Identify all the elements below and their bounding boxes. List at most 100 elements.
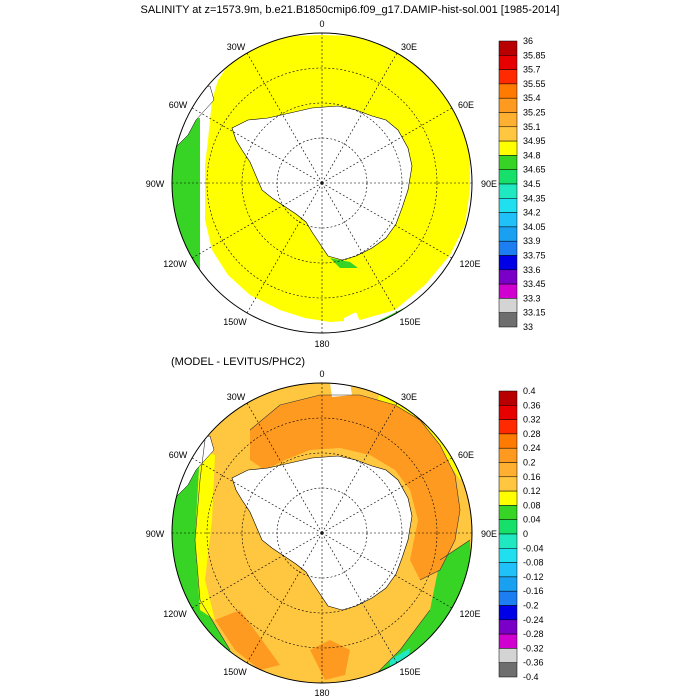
colorbar-label: -0.36 xyxy=(523,658,544,668)
figure-title: SALINITY at z=1573.9m, b.e21.B1850cmip6.… xyxy=(140,4,560,16)
colorbar-label: 0.28 xyxy=(523,429,541,439)
colorbar-label: 0.2 xyxy=(523,458,536,468)
colorbar-swatch xyxy=(498,490,518,506)
colorbar-label: 0.12 xyxy=(523,486,541,496)
colorbar-label: -0.04 xyxy=(523,543,544,553)
colorbar-label: 0.36 xyxy=(523,400,541,410)
bottom-lon-150e: 150E xyxy=(399,667,420,677)
colorbar-label: -0.32 xyxy=(523,643,544,653)
top-salinity-map xyxy=(171,32,473,334)
bottom-high-anomaly-region xyxy=(250,395,460,580)
colorbar-swatch xyxy=(498,112,518,128)
bottom-lon-60w: 60W xyxy=(169,450,188,460)
colorbar-label: 33 xyxy=(523,322,533,332)
bottom-lon-60e: 60E xyxy=(458,450,474,460)
top-colorbar: 36 35.85 35.7 35.55 35.4 35.25 35.1 34.95 34.8 34… xyxy=(498,36,546,332)
colorbar-label: 35.55 xyxy=(523,79,546,89)
bottom-lon-120w: 120W xyxy=(163,609,187,619)
colorbar-swatch xyxy=(498,648,518,663)
colorbar-swatch xyxy=(498,40,518,56)
colorbar-swatch xyxy=(498,97,518,113)
colorbar-swatch xyxy=(498,126,518,142)
colorbar-swatch xyxy=(498,533,518,549)
colorbar-swatch xyxy=(498,140,518,156)
bottom-lon-90w: 90W xyxy=(146,529,165,539)
colorbar-label: 33.45 xyxy=(523,279,546,289)
colorbar-label: 33.6 xyxy=(523,265,541,275)
colorbar-swatch xyxy=(498,633,518,649)
colorbar-label: 0.4 xyxy=(523,386,536,396)
top-lon-120w: 120W xyxy=(163,259,187,269)
colorbar-label: 34.95 xyxy=(523,136,546,146)
colorbar-swatch xyxy=(498,419,518,435)
colorbar-label: 34.2 xyxy=(523,208,541,218)
colorbar-swatch xyxy=(498,662,518,678)
colorbar-swatch xyxy=(498,433,518,449)
colorbar-label: 0.32 xyxy=(523,415,541,425)
colorbar-label: 33.9 xyxy=(523,236,541,246)
top-lon-60w: 60W xyxy=(169,100,188,110)
bottom-lon-120e: 120E xyxy=(459,609,480,619)
top-lon-30w: 30W xyxy=(227,42,246,52)
colorbar-label: 0.04 xyxy=(523,515,541,525)
colorbar-swatch xyxy=(498,576,518,592)
colorbar-label: -0.4 xyxy=(523,672,539,682)
colorbar-label: 35.7 xyxy=(523,65,541,75)
colorbar-label: 34.65 xyxy=(523,165,546,175)
colorbar-swatch xyxy=(498,283,518,299)
colorbar-swatch xyxy=(498,462,518,478)
colorbar-label: 34.05 xyxy=(523,222,546,232)
colorbar-swatch xyxy=(498,405,518,420)
colorbar-swatch xyxy=(498,548,518,563)
colorbar-swatch xyxy=(498,255,518,271)
bottom-lon-30e: 30E xyxy=(401,392,417,402)
colorbar-label: 0.16 xyxy=(523,472,541,482)
bottom-lon-180: 180 xyxy=(314,688,329,698)
colorbar-swatch xyxy=(498,562,518,578)
colorbar-label: 35.1 xyxy=(523,122,541,132)
colorbar-swatch xyxy=(498,605,518,621)
top-lon-150w: 150W xyxy=(223,317,247,327)
colorbar-swatch xyxy=(498,619,518,635)
bottom-lon-0: 0 xyxy=(319,369,324,379)
colorbar-swatch xyxy=(498,240,518,256)
top-lon-0: 0 xyxy=(319,19,324,29)
top-lon-90e: 90E xyxy=(481,179,497,189)
colorbar-swatch xyxy=(498,183,518,199)
colorbar-swatch xyxy=(498,447,518,463)
colorbar-swatch xyxy=(498,390,518,406)
colorbar-swatch xyxy=(498,476,518,492)
colorbar-swatch xyxy=(498,590,518,606)
colorbar-swatch xyxy=(498,55,518,70)
colorbar-label: -0.08 xyxy=(523,558,544,568)
colorbar-label: 33.3 xyxy=(523,293,541,303)
colorbar-swatch xyxy=(498,298,518,313)
top-lon-180: 180 xyxy=(314,339,329,349)
colorbar-swatch xyxy=(498,83,518,99)
colorbar-label: 0.08 xyxy=(523,500,541,510)
bottom-lon-150w: 150W xyxy=(223,667,247,677)
top-lon-150e: 150E xyxy=(399,317,420,327)
colorbar-swatch xyxy=(498,312,518,328)
top-lon-90w: 90W xyxy=(146,179,165,189)
colorbar-label: 35.25 xyxy=(523,108,546,118)
colorbar-label: 33.15 xyxy=(523,308,546,318)
colorbar-swatch xyxy=(498,212,518,228)
colorbar-label: 34.35 xyxy=(523,193,546,203)
colorbar-label: 36 xyxy=(523,36,533,46)
colorbar-label: -0.16 xyxy=(523,586,544,596)
bottom-anomaly-map xyxy=(171,382,473,684)
top-lon-60e: 60E xyxy=(458,100,474,110)
bottom-lon-30w: 30W xyxy=(227,392,246,402)
colorbar-label: -0.2 xyxy=(523,601,539,611)
colorbar-label: -0.12 xyxy=(523,572,544,582)
bottom-lon-90e: 90E xyxy=(481,529,497,539)
top-lon-30e: 30E xyxy=(401,42,417,52)
colorbar-swatch xyxy=(498,226,518,242)
colorbar-swatch xyxy=(498,69,518,85)
colorbar-label: -0.28 xyxy=(523,629,544,639)
colorbar-label: -0.24 xyxy=(523,615,544,625)
colorbar-swatch xyxy=(498,155,518,170)
colorbar-label: 35.85 xyxy=(523,50,546,60)
